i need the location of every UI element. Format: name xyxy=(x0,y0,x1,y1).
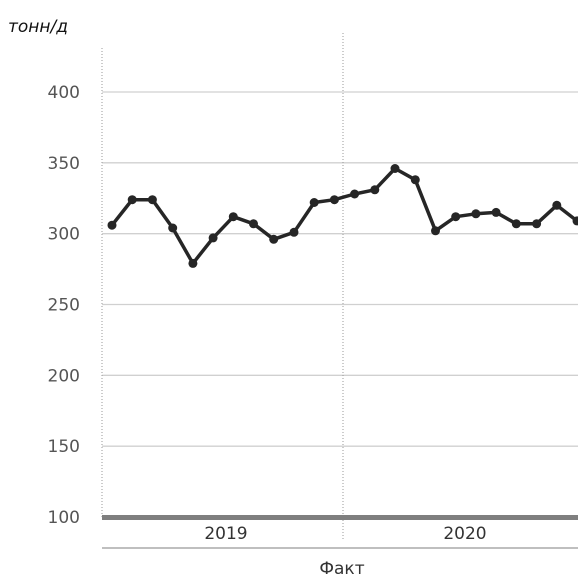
data-point-6 xyxy=(208,233,218,243)
data-point-2 xyxy=(127,195,137,205)
data-point-8 xyxy=(249,219,258,229)
series-line xyxy=(110,166,578,266)
data-point-21 xyxy=(511,219,521,229)
y-tick-label: 100 xyxy=(48,508,80,528)
data-point-17 xyxy=(431,226,440,236)
gridlines xyxy=(102,91,578,447)
data-point-1 xyxy=(107,220,117,230)
data-point-16 xyxy=(410,175,420,185)
data-point-12 xyxy=(329,195,339,205)
data-point-9 xyxy=(269,234,279,244)
data-point-24 xyxy=(572,216,578,226)
year-label-2019: 2019 xyxy=(204,524,247,544)
y-tick-label: 300 xyxy=(48,225,80,245)
data-point-3 xyxy=(147,195,157,205)
y-tick-label: 150 xyxy=(48,437,80,457)
x-axis-baseline xyxy=(102,515,578,520)
data-point-22 xyxy=(532,219,542,229)
data-point-13 xyxy=(350,189,360,199)
data-point-4 xyxy=(168,223,178,233)
data-point-10 xyxy=(289,227,299,237)
data-point-14 xyxy=(370,185,380,195)
data-point-15 xyxy=(390,164,400,173)
series-group xyxy=(107,164,578,268)
data-point-23 xyxy=(552,200,562,210)
data-point-11 xyxy=(309,198,319,207)
year-label-2020: 2020 xyxy=(443,524,486,544)
y-axis-unit-label: тонн/д xyxy=(8,17,68,37)
y-axis-ticks: 100 150 200 250 300 350 400 xyxy=(48,83,80,528)
y-tick-label: 250 xyxy=(48,296,80,316)
data-point-19 xyxy=(471,209,481,219)
data-point-5 xyxy=(188,258,198,268)
y-tick-label: 350 xyxy=(48,154,80,174)
data-point-7 xyxy=(228,212,238,222)
data-point-18 xyxy=(451,212,461,222)
data-point-20 xyxy=(491,207,501,217)
y-tick-label: 200 xyxy=(48,366,80,386)
x-axis-label: Факт xyxy=(319,559,364,577)
y-tick-label: 400 xyxy=(48,83,80,103)
